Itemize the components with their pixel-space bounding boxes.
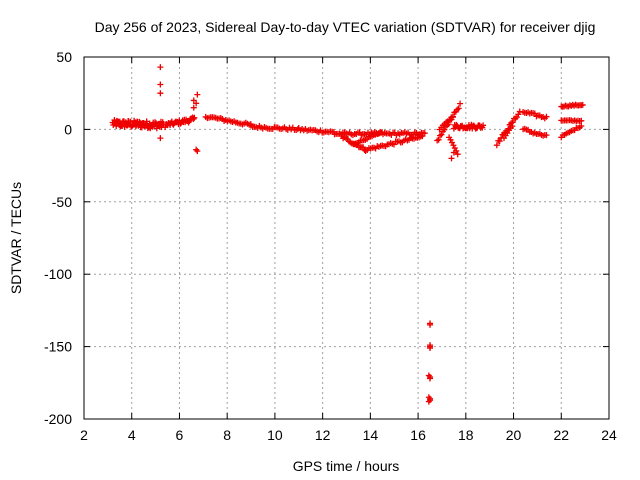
data-point xyxy=(434,137,441,144)
data-point xyxy=(427,345,434,352)
y-tick-label: -150 xyxy=(44,339,72,355)
data-point xyxy=(427,321,434,328)
data-point xyxy=(449,113,456,120)
data-point xyxy=(578,117,585,124)
data-point xyxy=(157,64,164,71)
x-tick-labels: 2 4 6 8 10 12 14 16 18 20 22 24 xyxy=(80,427,617,443)
x-tick-label: 6 xyxy=(176,427,184,443)
data-points xyxy=(109,64,586,405)
x-tick-label: 18 xyxy=(458,427,474,443)
x-tick-label: 14 xyxy=(363,427,379,443)
data-point xyxy=(450,149,457,156)
x-tick-label: 4 xyxy=(128,427,136,443)
y-tick-label: -100 xyxy=(44,266,72,282)
chart-title: Day 256 of 2023, Sidereal Day-to-day VTE… xyxy=(95,19,596,35)
x-tick-label: 24 xyxy=(601,427,617,443)
y-tick-label: -50 xyxy=(52,194,72,210)
data-point xyxy=(480,122,487,129)
data-point xyxy=(419,133,426,140)
data-point xyxy=(390,141,397,148)
data-point xyxy=(379,129,386,136)
x-tick-label: 10 xyxy=(267,427,283,443)
y-tick-label: 50 xyxy=(56,49,72,65)
data-point xyxy=(579,101,586,108)
grid-layer xyxy=(84,57,609,419)
data-point xyxy=(438,131,445,138)
data-point xyxy=(157,81,164,88)
data-point xyxy=(190,115,197,122)
data-point xyxy=(427,397,434,404)
data-point xyxy=(190,104,197,111)
data-point xyxy=(493,142,500,149)
data-point xyxy=(191,114,198,121)
data-point xyxy=(496,138,503,145)
data-point xyxy=(437,132,444,139)
data-point xyxy=(512,115,519,122)
y-tick-label: -200 xyxy=(44,411,72,427)
y-tick-label: 0 xyxy=(64,121,72,137)
data-point xyxy=(454,151,461,158)
data-point xyxy=(543,132,550,139)
data-point xyxy=(427,375,434,382)
data-point xyxy=(457,100,464,107)
data-point xyxy=(194,91,201,98)
data-point xyxy=(157,90,164,97)
data-point xyxy=(193,146,200,153)
data-point xyxy=(425,398,432,405)
y-tick-labels: 50 0 -50 -100 -150 -200 xyxy=(44,49,72,427)
y-axis-label: SDTVAR / TECUs xyxy=(8,182,24,294)
x-tick-label: 12 xyxy=(315,427,331,443)
data-point xyxy=(448,155,455,162)
x-tick-label: 8 xyxy=(223,427,231,443)
data-point xyxy=(157,135,164,142)
data-point xyxy=(451,145,458,152)
data-point xyxy=(435,136,442,143)
data-point xyxy=(194,148,201,155)
data-point xyxy=(193,100,200,107)
x-axis-label: GPS time / hours xyxy=(293,458,400,474)
x-tick-label: 20 xyxy=(506,427,522,443)
data-point xyxy=(509,123,516,130)
data-point xyxy=(455,105,462,112)
x-tick-label: 16 xyxy=(410,427,426,443)
data-point xyxy=(425,372,432,379)
data-point xyxy=(543,113,550,120)
x-tick-label: 2 xyxy=(80,427,88,443)
data-point xyxy=(578,123,585,130)
plot-frame xyxy=(83,56,610,420)
x-tick-label: 22 xyxy=(553,427,569,443)
